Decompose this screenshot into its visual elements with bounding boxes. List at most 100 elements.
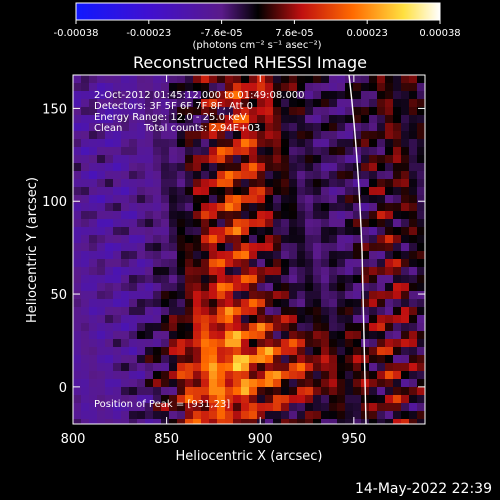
heatmap-pixel [297, 91, 306, 100]
heatmap-pixel [217, 283, 226, 292]
heatmap-pixel [385, 387, 394, 396]
heatmap-pixel [305, 411, 314, 420]
heatmap-pixel [73, 147, 82, 156]
heatmap-pixel [257, 235, 266, 244]
heatmap-pixel [113, 387, 122, 396]
heatmap-pixel [273, 163, 282, 172]
heatmap-pixel [193, 91, 202, 100]
heatmap-pixel [297, 331, 306, 340]
heatmap-pixel [297, 171, 306, 180]
heatmap-pixel [185, 339, 194, 348]
heatmap-pixel [377, 331, 386, 340]
heatmap-pixel [369, 187, 378, 196]
heatmap-pixel [161, 347, 170, 356]
heatmap-pixel [273, 403, 282, 412]
heatmap-pixel [289, 195, 298, 204]
heatmap-pixel [193, 155, 202, 164]
heatmap-pixel [273, 219, 282, 228]
colorbar-tick-label: -7.6e-05 [201, 28, 243, 39]
heatmap-pixel [377, 187, 386, 196]
heatmap-pixel [73, 339, 82, 348]
heatmap-pixel [169, 131, 178, 140]
heatmap-pixel [105, 75, 114, 84]
heatmap-pixel [249, 107, 258, 116]
heatmap-pixel [337, 195, 346, 204]
heatmap-pixel [273, 395, 282, 404]
heatmap-pixel [169, 139, 178, 148]
heatmap-pixel [377, 411, 386, 420]
heatmap-pixel [233, 419, 242, 424]
heatmap-pixel [401, 299, 410, 308]
heatmap-pixel [321, 147, 330, 156]
heatmap-pixel [137, 355, 146, 364]
heatmap-pixel [385, 347, 394, 356]
heatmap-pixel [265, 123, 274, 132]
heatmap-pixel [209, 131, 218, 140]
heatmap-pixel [145, 75, 154, 84]
heatmap-pixel [361, 299, 370, 308]
heatmap-pixel [345, 355, 354, 364]
heatmap-pixel [393, 387, 402, 396]
heatmap-pixel [353, 259, 362, 268]
heatmap-pixel [241, 123, 250, 132]
heatmap-pixel [153, 403, 162, 412]
heatmap-pixel [89, 187, 98, 196]
heatmap-pixel [233, 163, 242, 172]
heatmap-pixel [265, 387, 274, 396]
heatmap-pixel [81, 267, 90, 276]
heatmap-pixel [249, 259, 258, 268]
heatmap-pixel [241, 131, 250, 140]
heatmap-pixel [193, 379, 202, 388]
heatmap-pixel [137, 107, 146, 116]
heatmap-pixel [193, 131, 202, 140]
heatmap-pixel [273, 171, 282, 180]
heatmap-pixel [393, 251, 402, 260]
heatmap-pixel [233, 379, 242, 388]
heatmap-pixel [137, 211, 146, 220]
heatmap-pixel [201, 163, 210, 172]
heatmap-pixel [393, 115, 402, 124]
heatmap-pixel [97, 155, 106, 164]
heatmap-pixel [369, 275, 378, 284]
heatmap-pixel [401, 243, 410, 252]
heatmap-pixel [273, 75, 282, 84]
heatmap-pixel [273, 315, 282, 324]
heatmap-pixel [97, 171, 106, 180]
heatmap-pixel [201, 187, 210, 196]
heatmap-pixel [273, 115, 282, 124]
heatmap-pixel [329, 91, 338, 100]
heatmap-pixel [297, 163, 306, 172]
heatmap-pixel [201, 379, 210, 388]
heatmap-pixel [265, 211, 274, 220]
heatmap-pixel [97, 307, 106, 316]
heatmap-pixel [281, 139, 290, 148]
heatmap-pixel [241, 203, 250, 212]
heatmap-pixel [241, 227, 250, 236]
heatmap-pixel [233, 315, 242, 324]
heatmap-pixel [169, 107, 178, 116]
heatmap-pixel [257, 91, 266, 100]
heatmap-pixel [353, 339, 362, 348]
heatmap-pixel [153, 115, 162, 124]
heatmap-pixel [105, 331, 114, 340]
heatmap-pixel [393, 307, 402, 316]
heatmap-pixel [281, 75, 290, 84]
heatmap-pixel [385, 379, 394, 388]
heatmap-pixel [337, 315, 346, 324]
heatmap-pixel [121, 387, 130, 396]
heatmap-pixel [265, 243, 274, 252]
heatmap-pixel [105, 243, 114, 252]
heatmap-pixel [281, 403, 290, 412]
heatmap-pixel [369, 379, 378, 388]
heatmap-pixel [369, 291, 378, 300]
heatmap-pixel [345, 179, 354, 188]
heatmap-pixel [97, 347, 106, 356]
heatmap-pixel [73, 395, 82, 404]
heatmap-pixel [353, 355, 362, 364]
heatmap-pixel [417, 347, 425, 356]
heatmap-pixel [137, 371, 146, 380]
heatmap-pixel [249, 315, 258, 324]
heatmap-pixel [289, 251, 298, 260]
heatmap-pixel [81, 315, 90, 324]
heatmap-pixel [273, 107, 282, 116]
